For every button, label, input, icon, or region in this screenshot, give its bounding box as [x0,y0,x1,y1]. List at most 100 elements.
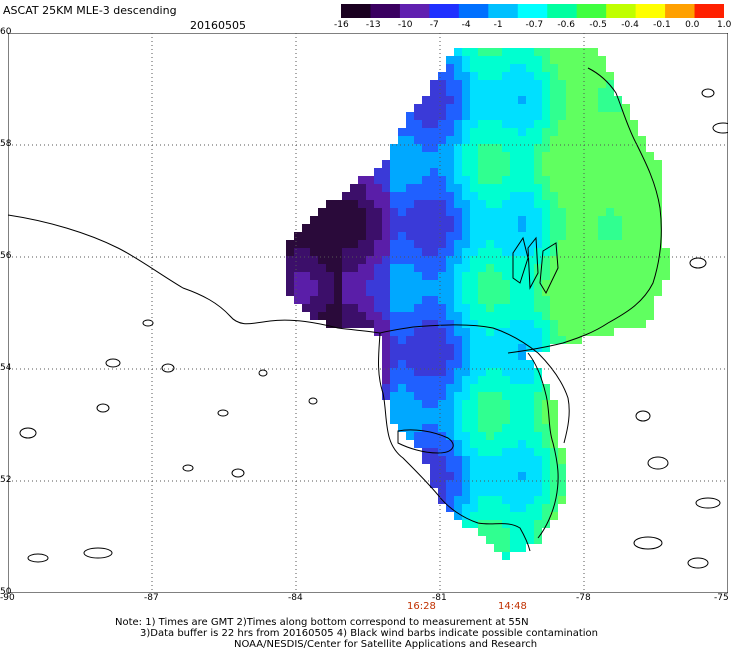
swath-cell [454,80,462,88]
swath-cell [382,216,390,224]
swath-cell [334,200,342,208]
swath-cell [510,272,518,280]
swath-cell [630,320,638,328]
swath-cell [398,328,406,336]
latitude-label: 50 [0,587,12,597]
swath-cell [654,224,662,232]
swath-cell [470,376,478,384]
swath-cell [382,352,390,360]
swath-cell [414,344,422,352]
swath-cell [614,184,622,192]
swath-cell [598,264,606,272]
swath-cell [566,192,574,200]
swath-cell [422,216,430,224]
swath-cell [558,144,566,152]
swath-cell [470,408,478,416]
swath-cell [478,376,486,384]
swath-cell [430,328,438,336]
swath-cell [606,192,614,200]
swath-cell [558,120,566,128]
swath-cell [486,160,494,168]
swath-cell [550,136,558,144]
swath-cell [390,144,398,152]
swath-cell [502,312,510,320]
swath-cell [534,56,542,64]
swath-cell [406,304,414,312]
swath-cell [390,184,398,192]
swath-cell [606,208,614,216]
swath-cell [542,168,550,176]
swath-cell [502,288,510,296]
swath-cell [550,416,558,424]
swath-cell [590,216,598,224]
swath-cell [542,472,550,480]
swath-cell [526,472,534,480]
swath-cell [406,248,414,256]
swath-cell [534,48,542,56]
swath-cell [494,240,502,248]
swath-cell [510,48,518,56]
swath-cell [534,408,542,416]
ontario-shore [8,214,381,334]
swath-cell [510,432,518,440]
swath-cell [574,152,582,160]
swath-cell [550,216,558,224]
swath-cell [510,400,518,408]
swath-cell [606,216,614,224]
swath-cell [606,224,614,232]
swath-cell [526,200,534,208]
swath-cell [406,192,414,200]
footer-note-line2: 3)Data buffer is 22 hrs from 20160505 4)… [140,628,598,639]
swath-cell [566,120,574,128]
swath-cell [622,136,630,144]
swath-cell [462,104,470,112]
swath-cell [478,272,486,280]
swath-cell [502,368,510,376]
swath-cell [574,208,582,216]
swath-cell [414,432,422,440]
swath-cell [342,200,350,208]
swath-cell [462,112,470,120]
swath-cell [518,232,526,240]
swath-cell [526,96,534,104]
swath-cell [526,536,534,544]
swath-cell [462,72,470,80]
swath-cell [430,168,438,176]
swath-cell [414,224,422,232]
swath-cell [518,352,526,360]
swath-cell [398,272,406,280]
swath-cell [606,80,614,88]
swath-cell [510,472,518,480]
swath-cell [502,56,510,64]
swath-cell [566,272,574,280]
swath-cell [462,320,470,328]
swath-cell [342,288,350,296]
swath-cell [574,296,582,304]
swath-cell [606,320,614,328]
swath-cell [462,216,470,224]
akimiski-island [397,429,454,454]
swath-cell [534,96,542,104]
swath-cell [494,200,502,208]
swath-cell [414,400,422,408]
swath-cell [382,232,390,240]
swath-cell [390,200,398,208]
swath-cell [638,256,646,264]
swath-cell [366,240,374,248]
swath-cell [542,400,550,408]
colorbar [341,4,724,18]
swath-cell [454,384,462,392]
swath-cell [358,256,366,264]
swath-cell [566,224,574,232]
swath-cell [454,296,462,304]
swath-cell [502,112,510,120]
swath-cell [454,512,462,520]
swath-cell [454,464,462,472]
swath-cell [470,64,478,72]
swath-cell [310,232,318,240]
swath-cell [462,64,470,72]
swath-cell [438,392,446,400]
swath-cell [310,296,318,304]
swath-cell [622,152,630,160]
swath-cell [454,208,462,216]
